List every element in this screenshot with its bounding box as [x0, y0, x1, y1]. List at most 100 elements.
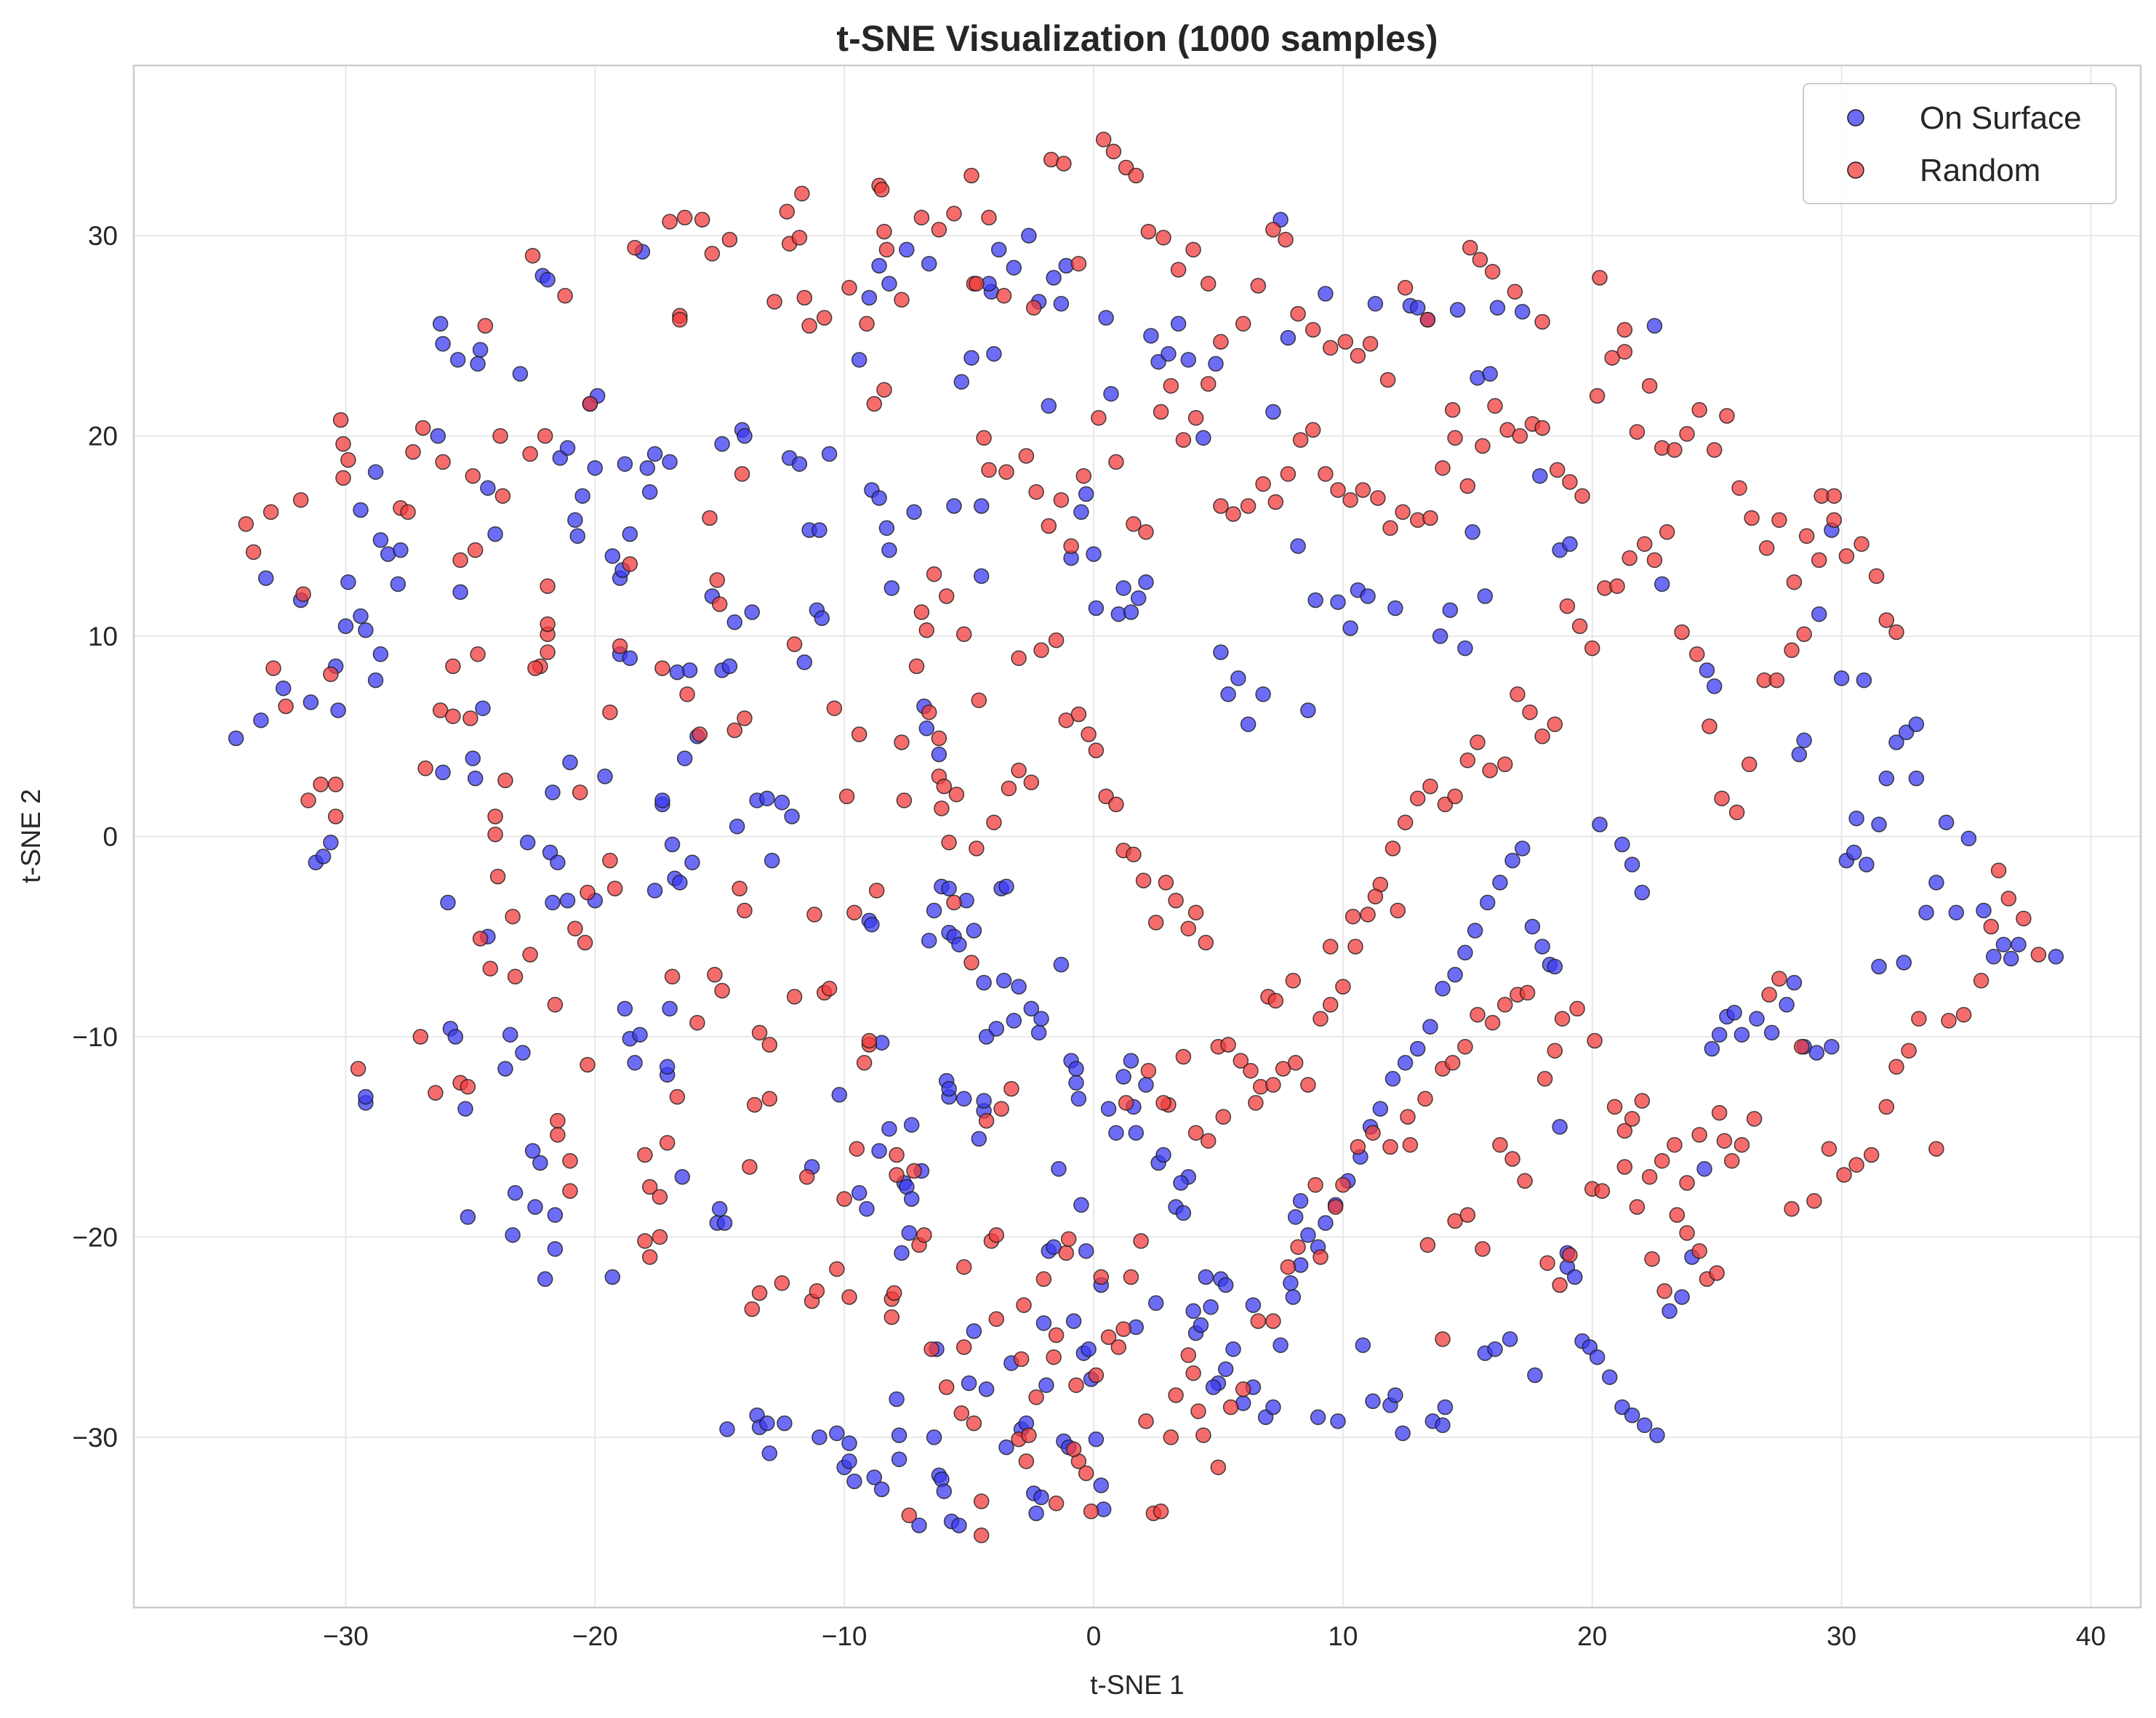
data-point	[1746, 1111, 1763, 1127]
data-point	[430, 428, 446, 444]
data-point	[926, 566, 942, 582]
data-point	[1322, 939, 1339, 955]
data-point	[1484, 1014, 1501, 1031]
data-point	[1846, 844, 1862, 861]
data-point	[617, 456, 633, 472]
data-point	[602, 852, 618, 869]
data-point	[821, 446, 838, 462]
data-point	[1644, 1251, 1660, 1267]
y-tick-label: 20	[88, 422, 118, 451]
data-point	[547, 1241, 564, 1257]
data-point	[335, 470, 351, 486]
tick-labels: −30 −20 −10 0 10 20 30 40 −30 −20 −10 0 10 20 30	[72, 221, 2106, 1651]
data-point	[1562, 474, 1578, 490]
data-point	[1863, 1147, 1880, 1163]
data-point	[372, 646, 389, 662]
legend: On Surface Random	[1803, 83, 2117, 204]
data-point	[1786, 974, 1803, 991]
data-point	[662, 454, 678, 470]
data-point	[2000, 891, 2017, 907]
data-point	[1616, 344, 1633, 360]
data-point	[1081, 726, 1097, 742]
data-point	[878, 520, 895, 537]
data-point	[1784, 1201, 1800, 1217]
data-point	[1168, 1387, 1184, 1403]
data-point	[1078, 1243, 1094, 1259]
data-point	[1307, 592, 1323, 609]
data-point	[1318, 466, 1334, 482]
data-point	[1290, 1239, 1306, 1255]
data-point	[1225, 1341, 1241, 1357]
data-point	[1018, 448, 1035, 464]
data-point	[1467, 923, 1483, 939]
data-point	[1355, 482, 1371, 498]
data-point	[751, 1285, 768, 1301]
data-point	[1006, 260, 1022, 276]
data-point	[891, 1451, 907, 1467]
data-point	[721, 231, 738, 248]
data-point	[353, 502, 369, 518]
data-point	[327, 808, 344, 824]
data-point	[669, 1088, 686, 1105]
data-point	[460, 1209, 476, 1225]
data-point	[1534, 420, 1550, 436]
data-point	[1213, 498, 1229, 514]
y-tick-label: −20	[72, 1222, 118, 1252]
data-point	[896, 792, 913, 808]
data-point	[1464, 524, 1480, 540]
data-point	[971, 692, 987, 708]
scatter-points	[228, 132, 2064, 1544]
data-point	[811, 522, 827, 538]
data-point	[871, 257, 887, 274]
data-point	[482, 960, 499, 977]
data-point	[1616, 321, 1633, 338]
data-point	[1138, 524, 1154, 540]
data-point	[946, 206, 962, 222]
data-point	[1030, 1024, 1047, 1041]
data-point	[1761, 987, 1777, 1003]
data-point	[1504, 1151, 1520, 1167]
data-point	[906, 1163, 922, 1179]
data-point	[1519, 984, 1536, 1001]
data-point	[841, 280, 857, 296]
data-point	[547, 997, 564, 1013]
data-point	[1397, 280, 1414, 296]
data-point	[1335, 979, 1351, 995]
data-point	[263, 504, 279, 521]
data-point	[891, 1427, 907, 1443]
data-point	[1175, 1205, 1192, 1221]
data-point	[1065, 1441, 1082, 1458]
data-point	[1470, 734, 1486, 750]
data-point	[866, 396, 883, 412]
data-point	[881, 276, 897, 292]
data-point	[784, 808, 800, 824]
data-point	[993, 1101, 1009, 1117]
data-point	[664, 836, 681, 853]
data-point	[465, 467, 481, 484]
data-point	[1070, 1091, 1087, 1107]
data-point	[1524, 918, 1541, 935]
data-point	[1028, 1389, 1044, 1405]
data-point	[981, 462, 997, 478]
data-point	[447, 1029, 464, 1045]
data-point	[1826, 512, 1843, 529]
data-point	[1093, 1477, 1110, 1493]
data-point	[1360, 588, 1376, 604]
data-point	[602, 704, 618, 720]
y-tick-label: 10	[88, 622, 118, 651]
data-point	[1300, 1227, 1316, 1243]
data-point	[257, 570, 274, 586]
data-point	[931, 222, 947, 238]
data-point	[873, 1481, 890, 1498]
data-point	[1928, 875, 1944, 891]
data-point	[1175, 432, 1192, 448]
data-point	[323, 835, 339, 851]
data-point	[1459, 1207, 1476, 1223]
data-point	[502, 1027, 518, 1043]
data-point	[1208, 356, 1224, 372]
data-point	[414, 420, 431, 436]
data-point	[1355, 1337, 1371, 1353]
data-point	[759, 1415, 775, 1432]
data-point	[1198, 1269, 1214, 1285]
